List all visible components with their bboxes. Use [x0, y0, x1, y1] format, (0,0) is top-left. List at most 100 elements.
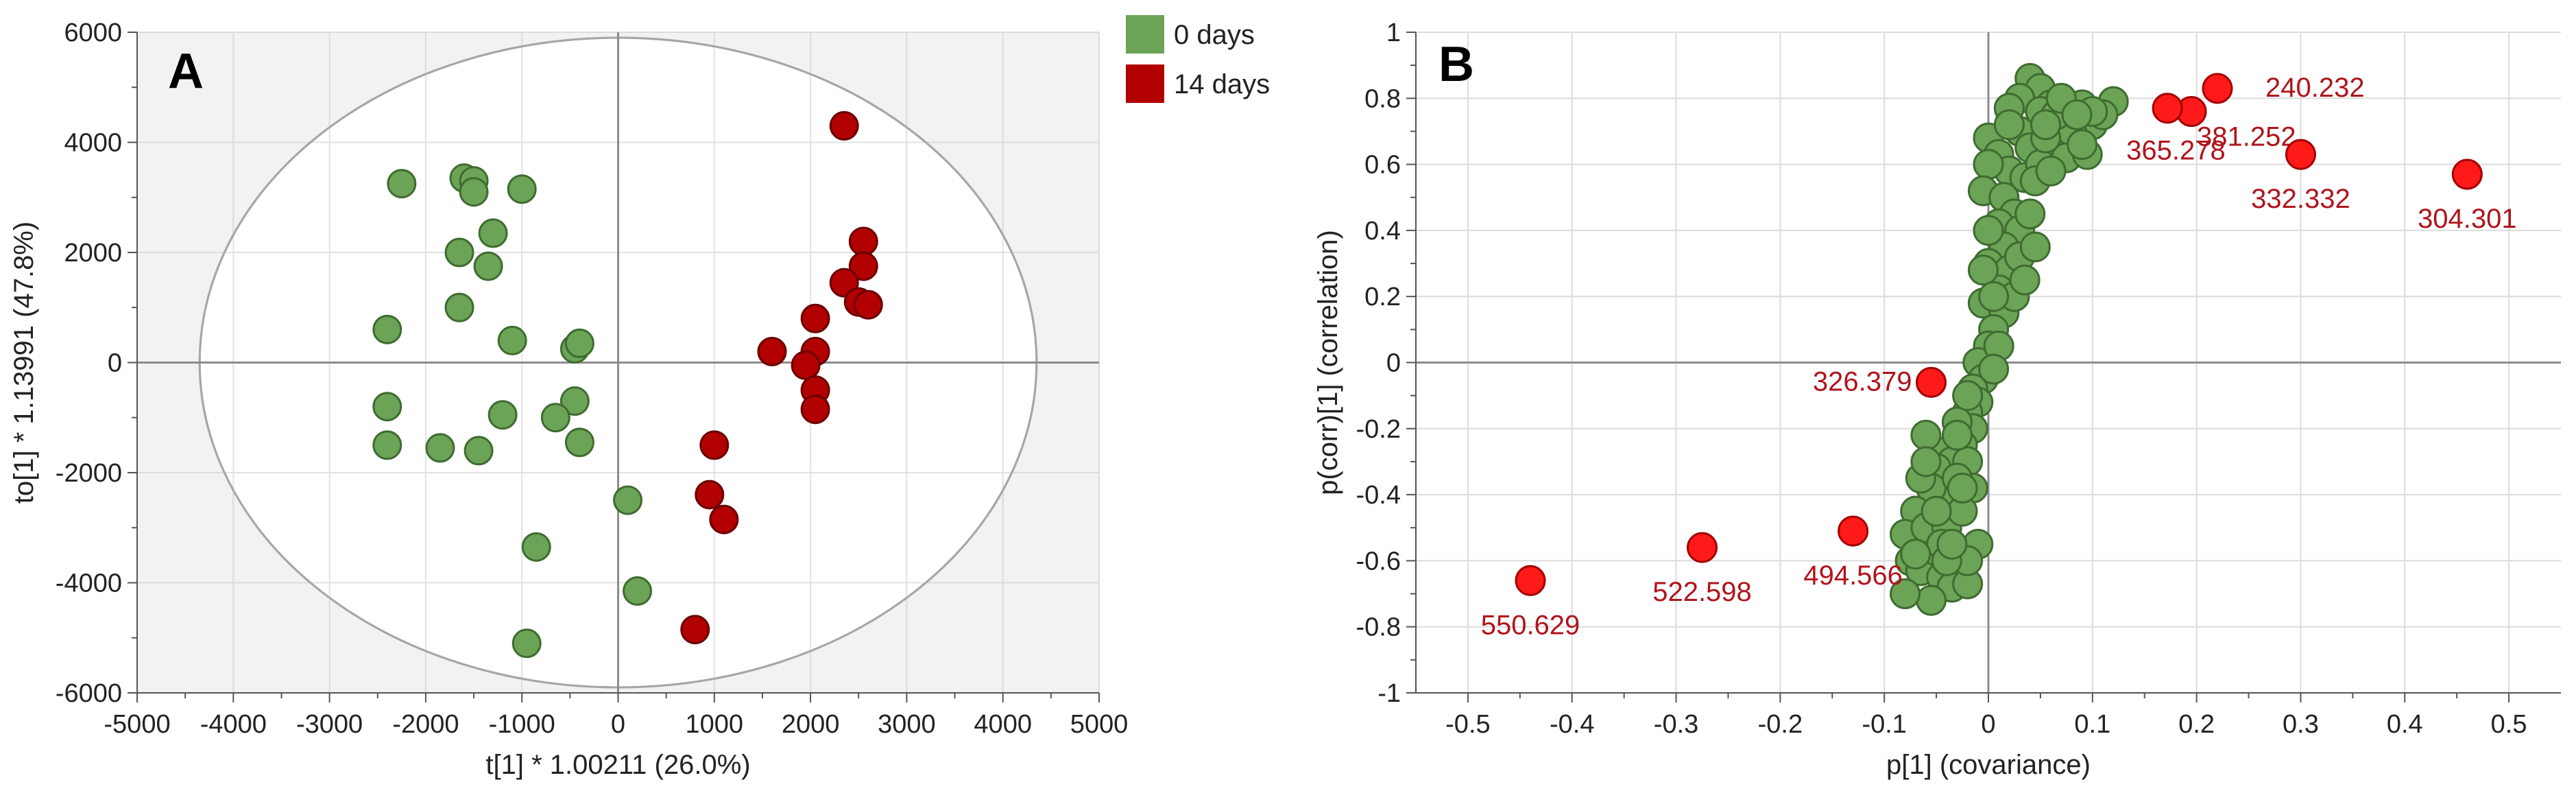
score-point [444, 237, 474, 268]
variable-cloud [1890, 62, 2129, 616]
y-axis-label: p(corr)[1] (correlation) [1313, 230, 1343, 495]
y-tick-label: 0.2 [1364, 283, 1401, 311]
y-axis-label: to[1] * 1.13991 (47.8%) [9, 222, 39, 504]
loading-point [2014, 198, 2046, 230]
x-tick-label: 5000 [1070, 710, 1129, 739]
panel-b-letter: B [1439, 37, 1474, 92]
loading-point [1890, 578, 1921, 610]
x-tick-label: -2000 [392, 710, 459, 739]
highlight-label: 522.598 [1652, 577, 1752, 607]
y-tick-label: -0.8 [1356, 613, 1401, 642]
score-point [695, 480, 725, 510]
loading-point [1941, 419, 1973, 451]
highlight-point [2202, 73, 2233, 104]
highlight-label: 304.301 [2418, 204, 2517, 234]
x-tick-label: 0.3 [2283, 710, 2319, 739]
legend-label: 0 days [1174, 20, 1255, 50]
loading-point [1993, 109, 2025, 141]
highlight-point [2451, 158, 2483, 190]
score-point [497, 325, 527, 355]
y-tick-label: 6000 [64, 19, 122, 47]
x-tick-label: 0 [611, 710, 625, 739]
x-tick-label: -5000 [104, 710, 170, 739]
loading-point [1921, 495, 1952, 527]
x-tick-label: 4000 [974, 710, 1032, 739]
loading-point [2009, 264, 2041, 296]
x-tick-label: -0.5 [1445, 710, 1490, 739]
score-point [709, 504, 739, 534]
y-tick-label: -1 [1377, 679, 1401, 708]
score-point [372, 314, 402, 344]
x-tick-label: -4000 [200, 710, 267, 739]
highlight-label: 240.232 [2265, 73, 2365, 103]
x-tick-label: 0 [1981, 710, 1995, 739]
panel-b-s-plot: -0.5 -0.4 -0.3 -0.2 -0.1 0 0.1 0.2 0.3 0.4 0.5 -1 -0… [1313, 19, 2561, 780]
x-tick-label: -0.4 [1550, 710, 1594, 739]
y-tick-label: -0.6 [1356, 547, 1401, 576]
x-tick-label: -0.1 [1862, 710, 1906, 739]
highlight-label: 381.252 [2197, 122, 2296, 152]
loading-point [1900, 539, 1931, 570]
x-axis-label: t[1] * 1.00211 (26.0%) [485, 750, 750, 780]
panel-a-letter: A [168, 44, 204, 99]
y-tick-label: -0.2 [1356, 415, 1401, 444]
x-tick-label: 0.1 [2074, 710, 2110, 739]
score-point [853, 289, 883, 320]
highlight-label: 332.332 [2251, 184, 2350, 214]
y-tick-label: 0.8 [1364, 84, 1401, 113]
highlight-label: 326.379 [1813, 366, 1912, 397]
loading-point [1967, 255, 1999, 286]
score-point [564, 427, 594, 458]
loading-point [1916, 584, 1947, 616]
loading-point [2061, 99, 2093, 130]
score-point [473, 251, 503, 281]
x-tick-label: 0.5 [2491, 710, 2527, 739]
y-tick-label: 2000 [64, 239, 122, 268]
y-tick-label: -4000 [56, 569, 122, 598]
highlight-point [2152, 93, 2183, 124]
loading-point [2019, 231, 2051, 263]
score-point [791, 351, 821, 381]
score-point [478, 218, 508, 248]
x-tick-label: -0.2 [1758, 710, 1803, 739]
score-point [521, 532, 551, 562]
score-point [564, 328, 594, 358]
score-point [459, 177, 489, 207]
y-tick-label: 4000 [64, 129, 122, 158]
x-tick-label: -3000 [296, 710, 363, 739]
score-point [507, 174, 537, 204]
loading-point [1910, 446, 1942, 477]
x-tick-label: 0.2 [2178, 710, 2215, 739]
loading-point [1973, 215, 2004, 246]
score-point [540, 403, 570, 433]
score-point [511, 628, 542, 659]
loading-point [1973, 149, 2004, 180]
y-tick-label: 0.4 [1364, 217, 1401, 246]
x-axis-label: p[1] (covariance) [1886, 750, 2091, 780]
y-tick-label: -0.4 [1356, 481, 1401, 510]
y-tick-label: -6000 [56, 679, 122, 708]
score-point [444, 292, 474, 322]
score-point [848, 251, 878, 281]
highlight-label: 550.629 [1481, 610, 1580, 640]
loading-point [1947, 472, 1978, 504]
loading-point [2035, 155, 2067, 187]
score-point [699, 430, 730, 460]
score-point [425, 433, 455, 463]
highlight-point [1838, 515, 1869, 547]
x-tick-label: 1000 [686, 710, 744, 739]
highlight-point [2285, 139, 2316, 170]
y-tick-label: -2000 [56, 459, 122, 488]
score-point [623, 576, 653, 606]
loading-point [2030, 109, 2061, 141]
legend-swatch [1126, 64, 1164, 103]
loading-point [1952, 380, 1984, 412]
series-0-days [372, 163, 653, 659]
score-point [829, 110, 859, 141]
loading-point [1978, 281, 2010, 312]
x-tick-label: 0.4 [2387, 710, 2423, 739]
score-point [464, 436, 494, 466]
legend-label: 14 days [1174, 69, 1270, 99]
series-14-days [680, 110, 883, 645]
